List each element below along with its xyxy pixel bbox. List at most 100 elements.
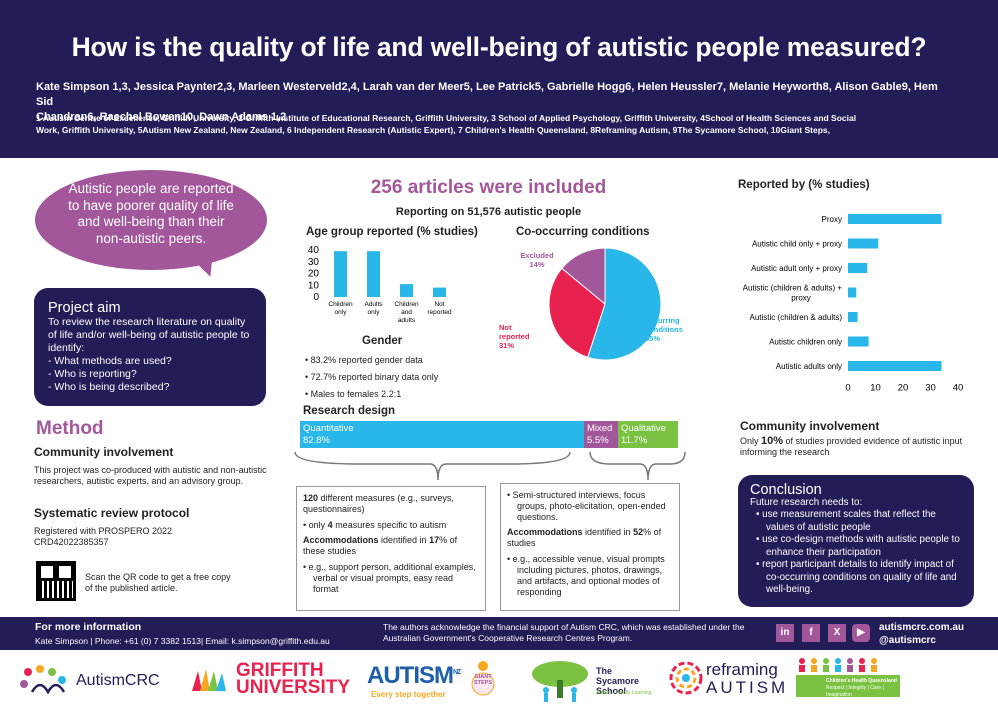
facebook-icon[interactable]: f bbox=[802, 624, 820, 642]
autism-specific-pre: only bbox=[308, 520, 328, 530]
right-community-text: Only 10% of studies provided evidence of… bbox=[740, 435, 980, 459]
quant-acc-examples: e.g., support person, additional example… bbox=[303, 562, 479, 595]
right-community: Community involvement Only 10% of studie… bbox=[740, 419, 980, 459]
age-y-tick: 10 bbox=[308, 280, 320, 291]
pie-label: Co- bbox=[645, 307, 658, 316]
acc-pct: 17 bbox=[429, 535, 440, 545]
sycamore-tagline: Autism · Family Learning bbox=[596, 690, 652, 696]
acc-end: % of studies bbox=[507, 527, 662, 548]
footer-bar: For more information Kate Simpson | Phon… bbox=[0, 617, 998, 650]
quant-accommodations: Accommodations identified in 17% of thes… bbox=[303, 535, 479, 557]
pie-slice bbox=[561, 247, 606, 306]
pie-label: conditions bbox=[645, 325, 683, 334]
acc-end: % of these studies bbox=[303, 535, 458, 556]
griffith-logo-line2: UNIVERSITY bbox=[236, 677, 351, 698]
conclusion-panel: Conclusion Future research needs to: use… bbox=[738, 475, 974, 607]
design-braces bbox=[294, 451, 686, 481]
acknowledgement: The authors acknowledge the financial su… bbox=[383, 622, 745, 643]
articles-subline: Reporting on 51,576 autistic people bbox=[395, 206, 582, 218]
affiliations-line: Work, Griffith University, 5Autism New Z… bbox=[36, 125, 830, 135]
method-title: Method bbox=[36, 418, 104, 439]
age-bar bbox=[400, 284, 413, 297]
autismcrc-logo: AutismCRC bbox=[76, 672, 160, 689]
community-rest: of studies provided evidence of autistic… bbox=[740, 435, 963, 458]
acc-mid: identified in bbox=[582, 527, 634, 537]
age-x-tick: only bbox=[368, 309, 381, 316]
quantitative-bar: Quantitative 82.8% bbox=[300, 421, 584, 448]
reported-x-tick: 10 bbox=[870, 383, 881, 394]
qual-accommodations: Accommodations identified in 52% of stud… bbox=[507, 527, 673, 549]
affiliations: 1 Autism Centre of Excellence, Griffith … bbox=[36, 112, 971, 136]
measures-rest: different measures (e.g., surveys, quest… bbox=[303, 493, 454, 514]
authors-line: Chandran6, Raechel Bowen10, Dawn Adams 1… bbox=[36, 111, 287, 123]
contact-info[interactable]: Kate Simpson | Phone: +61 (0) 7 3382 151… bbox=[35, 636, 330, 646]
sycamore-tree-icon bbox=[532, 661, 588, 702]
reported-bar bbox=[848, 263, 868, 273]
reported-bar bbox=[848, 336, 869, 347]
protocol-text: Registered with PROSPERO 2022 CRD4202238… bbox=[34, 525, 173, 548]
quantitative-value: 82.8% bbox=[303, 435, 330, 446]
project-aim-list: What methods are used? Who is reporting?… bbox=[48, 355, 252, 394]
pie-label: occurring bbox=[645, 316, 680, 325]
qualitative-value: 11.7% bbox=[621, 435, 648, 446]
giant-steps-logo: GIANT STEPS bbox=[473, 674, 493, 686]
age-y-tick: 30 bbox=[308, 257, 320, 268]
age-x-tick: Adults bbox=[364, 301, 383, 308]
sycamore-logo: The Sycamore School bbox=[596, 666, 640, 696]
conclusion-title: Conclusion bbox=[750, 482, 822, 498]
age-x-tick: reported bbox=[427, 309, 452, 316]
age-x-tick: Children bbox=[328, 301, 353, 308]
reported-category: Proxy bbox=[822, 215, 842, 224]
mixed-label: Mixed bbox=[587, 423, 613, 434]
more-info-title: For more information bbox=[35, 621, 142, 633]
gender-item: Males to females 2.2:1 bbox=[305, 386, 438, 403]
youtube-icon[interactable]: ▶ bbox=[852, 624, 870, 642]
reframing-logo-bottom: AUTISM bbox=[706, 678, 789, 697]
autism-nz-logo: AUTISMNZ bbox=[367, 662, 461, 690]
chq-logo: Children's Health Queensland Respect | I… bbox=[796, 675, 900, 698]
pie-label: 14% bbox=[529, 260, 544, 269]
project-aim-panel: Project aim To review the research liter… bbox=[34, 288, 266, 406]
community-pre: Only bbox=[740, 435, 762, 446]
authors-line: Kate Simpson 1,3, Jessica Paynter2,3, Ma… bbox=[36, 81, 938, 108]
gender-item: 83.2% reported gender data bbox=[305, 352, 438, 369]
poster-title: How is the quality of life and well-bein… bbox=[71, 32, 927, 62]
right-community-title: Community involvement bbox=[740, 419, 880, 433]
age-x-tick: only bbox=[335, 309, 348, 316]
reported-bar bbox=[848, 312, 858, 322]
age-x-tick: adults bbox=[398, 317, 416, 324]
autism-specific-item: only 4 measures specific to autism bbox=[303, 520, 479, 531]
aim-item: Who is reporting? bbox=[48, 368, 252, 381]
reframing-logo-top: reframing bbox=[706, 660, 778, 679]
pie-label: reported bbox=[499, 332, 530, 341]
qual-acc-examples: e.g., accessible venue, visual prompts i… bbox=[507, 554, 673, 598]
acc-label: Accommodations bbox=[507, 527, 583, 537]
age-bar bbox=[367, 251, 380, 297]
chq-logo-values: Respect | Integrity | Care | Imagination bbox=[826, 685, 884, 698]
method-community: Community involvement This project was c… bbox=[34, 446, 269, 488]
reframing-autism-icon bbox=[669, 661, 703, 695]
project-aim-title: Project aim bbox=[48, 300, 121, 316]
chq-logo-name: Children's Health Queensland bbox=[826, 678, 897, 684]
website-link[interactable]: autismcrc.com.au bbox=[879, 622, 965, 633]
age-y-tick: 40 bbox=[308, 245, 320, 256]
header-banner: How is the quality of life and well-bein… bbox=[0, 0, 998, 158]
pie-label: 55% bbox=[645, 334, 660, 343]
reported-category: Autistic children only bbox=[769, 338, 842, 347]
x-icon[interactable]: X bbox=[828, 624, 846, 642]
social-handle[interactable]: @autismcrc bbox=[879, 635, 936, 646]
griffith-logo: GRIFFITH UNIVERSITY bbox=[236, 661, 351, 698]
autism-nz-word: AUTISM bbox=[367, 662, 454, 689]
conclusion-item: use measurement scales that reflect the … bbox=[750, 509, 962, 534]
reported-x-tick: 40 bbox=[953, 383, 964, 394]
linkedin-icon[interactable]: in bbox=[776, 624, 794, 642]
reported-bar bbox=[848, 287, 857, 298]
age-x-tick: Children bbox=[394, 301, 419, 308]
aim-item: What methods are used? bbox=[48, 355, 252, 368]
gender-item: 72.7% reported binary data only bbox=[305, 369, 439, 386]
qr-code[interactable] bbox=[36, 561, 76, 601]
quantitative-details-box: 120 different measures (e.g., surveys, q… bbox=[296, 486, 486, 611]
mixed-value: 5.5% bbox=[587, 435, 609, 446]
reported-bar bbox=[848, 214, 942, 224]
